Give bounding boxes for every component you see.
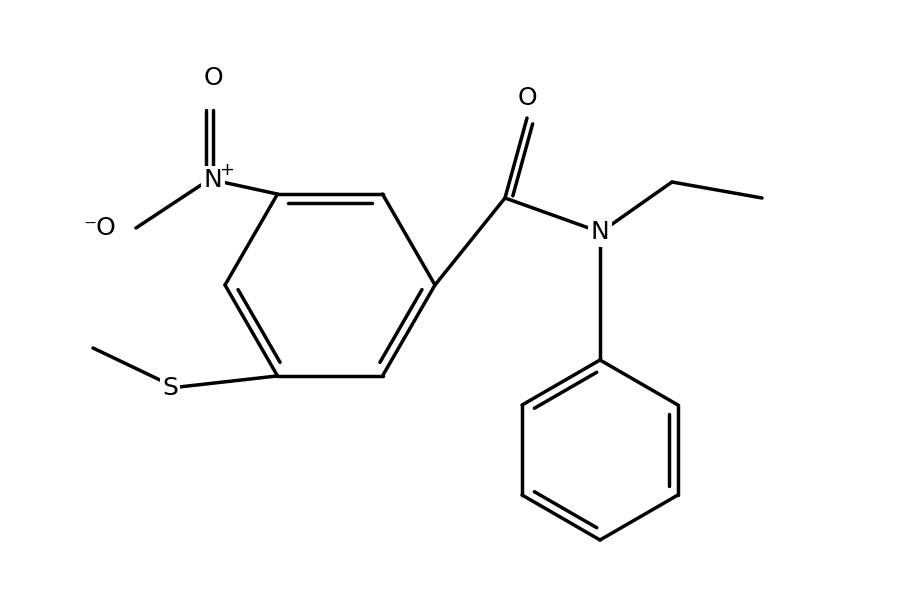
Text: S: S (162, 376, 178, 400)
Text: +: + (219, 161, 235, 179)
Text: N: N (591, 220, 610, 244)
Text: O: O (517, 86, 537, 110)
Text: N: N (204, 168, 222, 192)
Text: ⁻O: ⁻O (83, 216, 116, 240)
Text: O: O (203, 66, 223, 90)
